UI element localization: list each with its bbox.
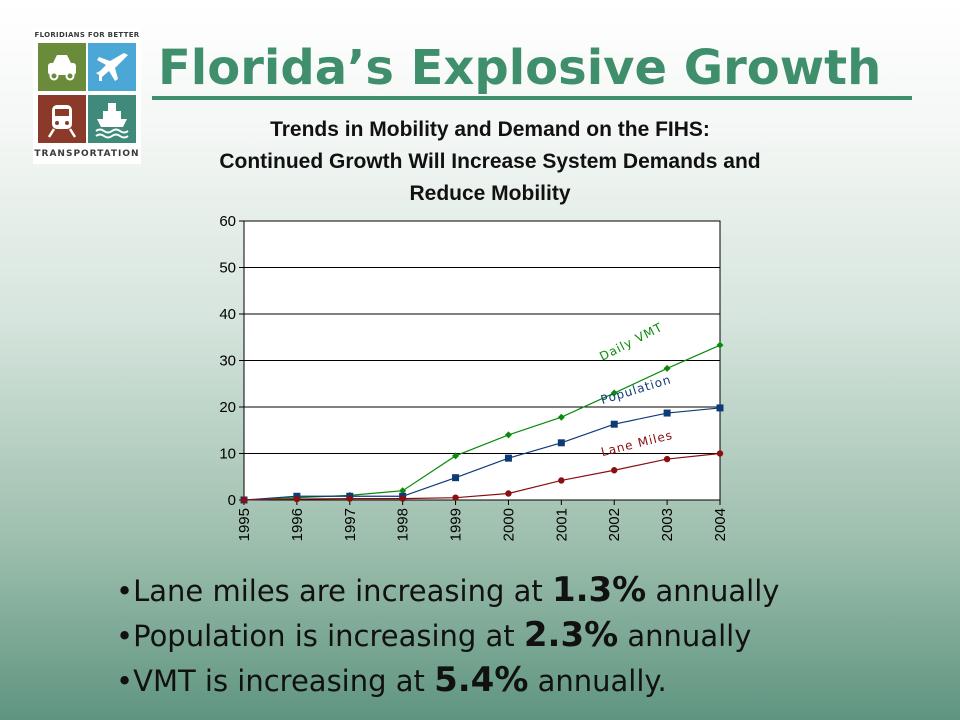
x-tick-label: 2003 xyxy=(659,508,676,541)
data-point xyxy=(452,474,460,482)
bullet-text: annually xyxy=(646,574,780,608)
data-point xyxy=(611,467,618,474)
subtitle-line-2: Continued Growth Will Increase System De… xyxy=(219,150,761,173)
y-tick-label: 20 xyxy=(219,399,236,416)
title-underline xyxy=(152,96,912,100)
x-tick-label: 2004 xyxy=(712,508,729,541)
data-point xyxy=(716,450,724,457)
bullet-lane-miles: •Lane miles are increasing at 1.3% annua… xyxy=(116,570,780,610)
train-icon xyxy=(38,95,86,143)
bullet-text: Lane miles are increasing at xyxy=(133,574,552,608)
data-point xyxy=(663,364,671,372)
bullet-value: 5.4% xyxy=(434,660,529,700)
ship-icon xyxy=(88,95,136,143)
bullet-value: 2.3% xyxy=(523,615,619,655)
car-icon xyxy=(38,43,86,91)
series-line xyxy=(243,452,721,501)
chart-subtitle: Trends in Mobility and Demand on the FIH… xyxy=(130,114,850,210)
y-tick-label: 50 xyxy=(219,260,236,277)
subtitle-line-1: Trends in Mobility and Demand on the FIH… xyxy=(270,118,710,141)
bullet-text: annually. xyxy=(528,664,667,698)
y-tick-label: 40 xyxy=(219,306,236,323)
x-tick-label: 2001 xyxy=(553,508,570,541)
data-point xyxy=(716,341,724,349)
data-point xyxy=(399,495,406,502)
data-point xyxy=(663,409,671,417)
bullet-text: annually xyxy=(618,619,752,653)
bullet-text: VMT is increasing at xyxy=(133,664,435,698)
x-tick-label: 1995 xyxy=(236,508,253,541)
data-point xyxy=(610,389,618,397)
data-point xyxy=(346,495,353,502)
data-point xyxy=(610,420,618,428)
data-point xyxy=(452,452,460,460)
data-point xyxy=(399,487,407,495)
data-point xyxy=(716,404,724,412)
x-tick-label: 2002 xyxy=(606,508,623,541)
y-tick-label: 30 xyxy=(219,353,236,370)
logo-bottom-text: TRANSPORTATION xyxy=(34,149,140,159)
y-tick-label: 60 xyxy=(219,213,236,230)
data-point xyxy=(504,431,512,439)
x-tick-label: 1997 xyxy=(342,508,359,541)
page-title: Florida’s Explosive Growth xyxy=(158,40,882,96)
data-point xyxy=(240,496,248,504)
x-tick-label: 1998 xyxy=(395,508,412,541)
data-point xyxy=(293,495,301,503)
data-point xyxy=(504,454,512,462)
bullet-value: 1.3% xyxy=(551,570,647,610)
x-tick-label: 1999 xyxy=(448,508,465,541)
bullet-population: •Population is increasing at 2.3% annual… xyxy=(116,615,752,655)
y-tick-label: 10 xyxy=(219,446,236,463)
y-tick-label: 0 xyxy=(228,492,236,509)
data-point xyxy=(557,413,565,421)
bullet-text: Population is increasing at xyxy=(133,619,524,653)
data-point xyxy=(557,439,565,447)
x-tick-label: 2000 xyxy=(500,508,517,541)
series-line xyxy=(243,407,721,501)
data-point xyxy=(452,494,459,501)
logo-top-text: FLORIDIANS FOR BETTER xyxy=(34,31,140,39)
logo: FLORIDIANS FOR BETTER TRANSPORTATION xyxy=(33,28,141,164)
subtitle-line-3: Reduce Mobility xyxy=(409,182,571,205)
x-tick-label: 1996 xyxy=(289,508,306,541)
airplane-icon xyxy=(88,43,136,91)
data-point xyxy=(663,455,671,463)
data-point xyxy=(505,490,512,497)
bullet-vmt: •VMT is increasing at 5.4% annually. xyxy=(116,660,667,700)
data-point xyxy=(558,477,565,484)
bullet-list: •Lane miles are increasing at 1.3% annua… xyxy=(116,568,779,703)
